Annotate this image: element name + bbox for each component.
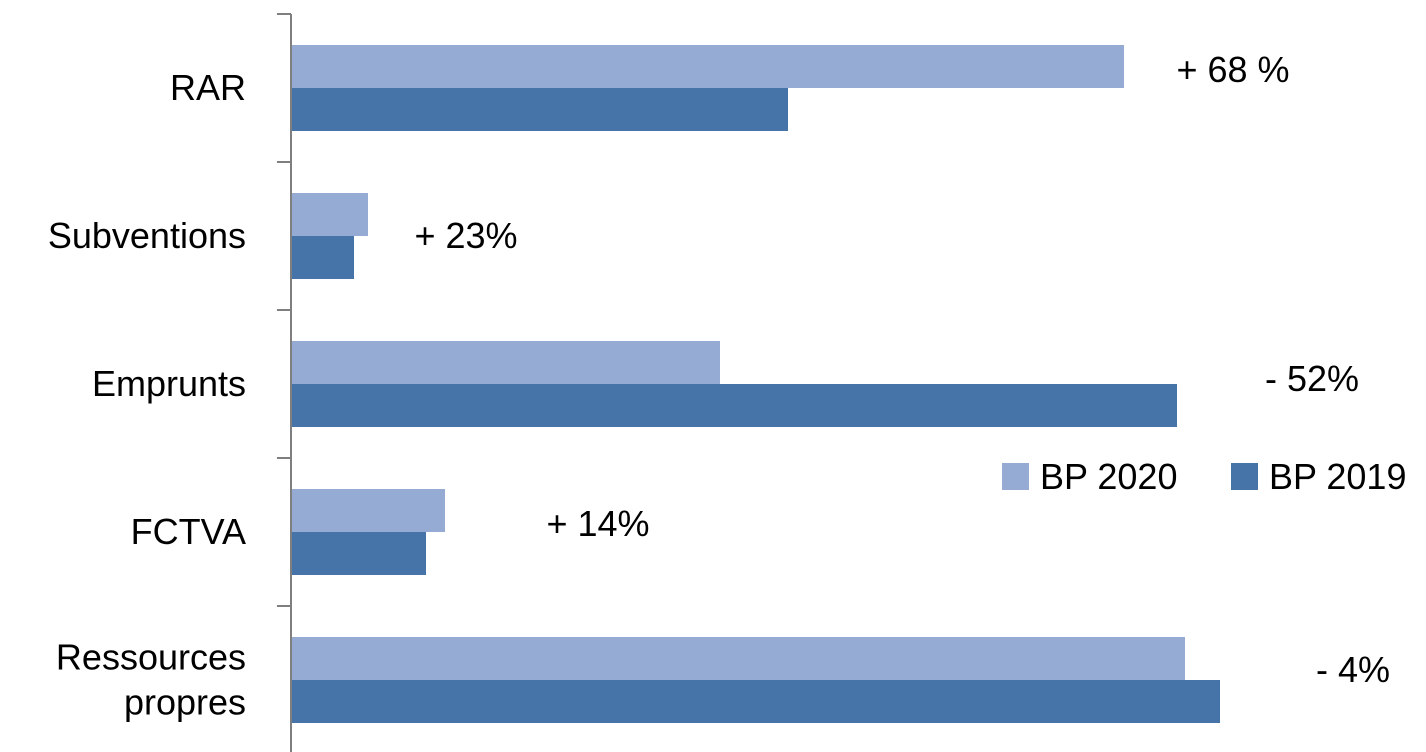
bar-bp2020 (292, 193, 368, 236)
category-label: Subventions (48, 215, 246, 256)
category-label: FCTVA (131, 511, 246, 552)
category-label: Ressources (56, 637, 246, 678)
legend-label: BP 2020 (1040, 456, 1177, 497)
bar-bp2020 (292, 341, 720, 384)
bar-bp2019 (292, 236, 354, 279)
bar-bp2019 (292, 384, 1177, 427)
change-annotation: - 4% (1316, 649, 1390, 690)
category-label: propres (124, 682, 246, 723)
chart-axis (277, 13, 292, 752)
change-annotation: + 68 % (1176, 49, 1289, 90)
bar-bp2020 (292, 489, 445, 532)
legend-label: BP 2019 (1269, 456, 1406, 497)
change-annotation: + 23% (414, 215, 517, 256)
bar-bp2019 (292, 88, 788, 131)
legend-swatch (1231, 463, 1258, 490)
bar-bp2020 (292, 637, 1185, 680)
change-annotation: + 14% (546, 503, 649, 544)
change-annotations: + 68 % + 23% - 52% + 14% - 4% (414, 49, 1390, 690)
change-annotation: - 52% (1265, 358, 1359, 399)
chart-bars (292, 45, 1220, 723)
bar-bp2019 (292, 680, 1220, 723)
bar-bp2019 (292, 532, 426, 575)
legend: BP 2020 BP 2019 (1002, 456, 1406, 497)
category-labels: RAR Subventions Emprunts FCTVA Ressourcespro… (48, 67, 246, 723)
bar-bp2020 (292, 45, 1124, 88)
category-label: RAR (170, 67, 246, 108)
category-label: Emprunts (92, 363, 246, 404)
legend-swatch (1002, 463, 1029, 490)
